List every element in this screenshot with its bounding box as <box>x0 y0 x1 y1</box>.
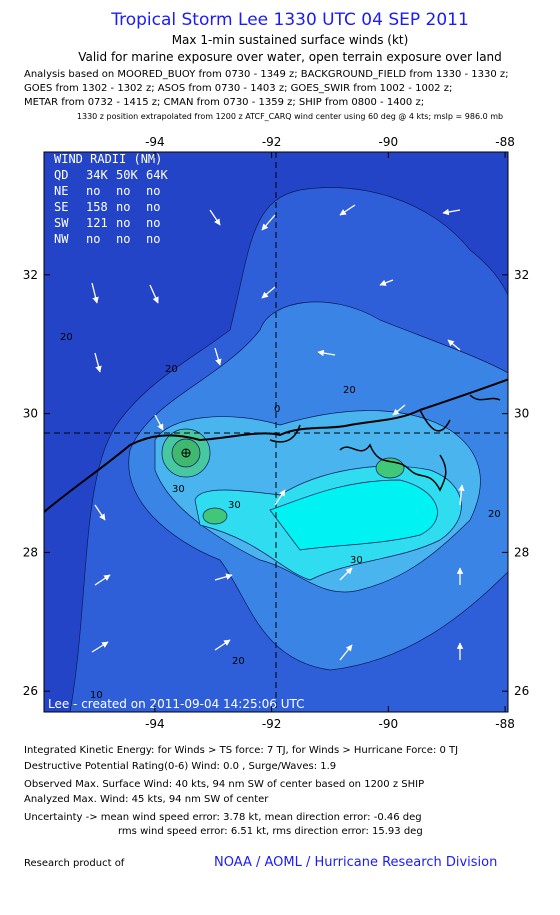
wind-field: 20 20 30 30 0 20 30 20 20 10 Lee - creat… <box>44 152 508 712</box>
radii-cell: no <box>86 184 100 198</box>
lat-tick-label: 30 <box>23 407 38 421</box>
radii-cell: no <box>146 216 160 230</box>
lat-tick-label: 26 <box>23 684 38 698</box>
contour-label: 30 <box>350 555 363 566</box>
contour-label: 0 <box>274 404 280 415</box>
footer-line: Analyzed Max. Wind: 45 kts, 94 nm SW of … <box>24 794 269 805</box>
lon-tick-label: -94 <box>145 135 165 149</box>
radii-cell: no <box>116 232 130 246</box>
radii-cell: SW <box>54 216 69 230</box>
wind-arrows <box>91 204 465 661</box>
radii-header: 64K <box>146 168 168 182</box>
radii-cell: 121 <box>86 216 108 230</box>
credit: Lee - created on 2011-09-04 14:25:06 UTC <box>48 697 305 711</box>
organization: NOAA / AOML / Hurricane Research Divisio… <box>214 855 497 870</box>
radii-header: 34K <box>86 168 108 182</box>
radii-cell: no <box>146 200 160 214</box>
lat-tick-label: 32 <box>23 268 38 282</box>
research-label: Research product of <box>24 858 125 869</box>
axes: -94 -94 -92 -92 -90 -90 -88 -88 32 32 30 30 28 28 26 26 <box>23 135 530 731</box>
validity: Valid for marine exposure over water, op… <box>78 50 502 64</box>
map-frame <box>43 151 509 713</box>
analysis-line: METAR from 0732 - 1415 z; CMAN from 0730… <box>24 97 424 108</box>
lat-tick-label: 28 <box>23 545 38 559</box>
radii-cell: no <box>116 184 130 198</box>
contour-label: 20 <box>232 656 245 667</box>
lat-tick-label: 30 <box>514 407 529 421</box>
analysis-line: GOES from 1302 - 1302 z; ASOS from 0730 … <box>24 83 452 94</box>
contour-label: 30 <box>172 484 185 495</box>
radii-cell: NE <box>54 184 68 198</box>
radii-cell: no <box>146 232 160 246</box>
footer-line: Uncertainty -> mean wind speed error: 3.… <box>24 812 422 823</box>
position-note: 1330 z position extrapolated from 1200 z… <box>77 112 503 121</box>
lon-tick-label: -88 <box>495 135 515 149</box>
title: Tropical Storm Lee 1330 UTC 04 SEP 2011 <box>110 10 469 30</box>
radii-cell: no <box>116 216 130 230</box>
radii-cell: SE <box>54 200 68 214</box>
lon-tick-label: -92 <box>262 135 282 149</box>
radii-cell: 158 <box>86 200 108 214</box>
wind-radii-table: WIND RADII (NM) QD 34K 50K 64K NE no no no SE 158… <box>54 152 168 246</box>
radii-header: QD <box>54 168 68 182</box>
lon-tick-label: -90 <box>379 717 399 731</box>
lon-tick-label: -94 <box>145 717 165 731</box>
footer-line: rms wind speed error: 6.51 kt, rms direc… <box>118 826 423 837</box>
radii-cell: no <box>146 184 160 198</box>
contour-label: 10 <box>90 690 103 701</box>
radii-cell: NW <box>54 232 69 246</box>
radii-header: 50K <box>116 168 138 182</box>
footer-line: Integrated Kinetic Energy: for Winds > T… <box>24 745 458 756</box>
radii-cell: no <box>116 200 130 214</box>
contour-label: 20 <box>343 385 356 396</box>
radii-cell: no <box>86 232 100 246</box>
contour-label: 20 <box>488 509 501 520</box>
lon-tick-label: -92 <box>262 717 282 731</box>
contour-label: 30 <box>228 500 241 511</box>
radii-title: WIND RADII (NM) <box>54 152 162 166</box>
footer-line: Observed Max. Surface Wind: 40 kts, 94 n… <box>24 779 424 790</box>
lat-tick-label: 32 <box>514 268 529 282</box>
lat-tick-label: 28 <box>514 545 529 559</box>
lon-tick-label: -88 <box>495 717 515 731</box>
lon-tick-label: -90 <box>379 135 399 149</box>
contour-label: 20 <box>165 364 178 375</box>
subtitle: Max 1-min sustained surface winds (kt) <box>172 33 409 47</box>
lat-tick-label: 26 <box>514 684 529 698</box>
analysis-line: Analysis based on MOORED_BUOY from 0730 … <box>24 69 509 80</box>
footer-line: Destructive Potential Rating(0-6) Wind: … <box>24 761 336 772</box>
contour-label: 20 <box>60 332 73 343</box>
